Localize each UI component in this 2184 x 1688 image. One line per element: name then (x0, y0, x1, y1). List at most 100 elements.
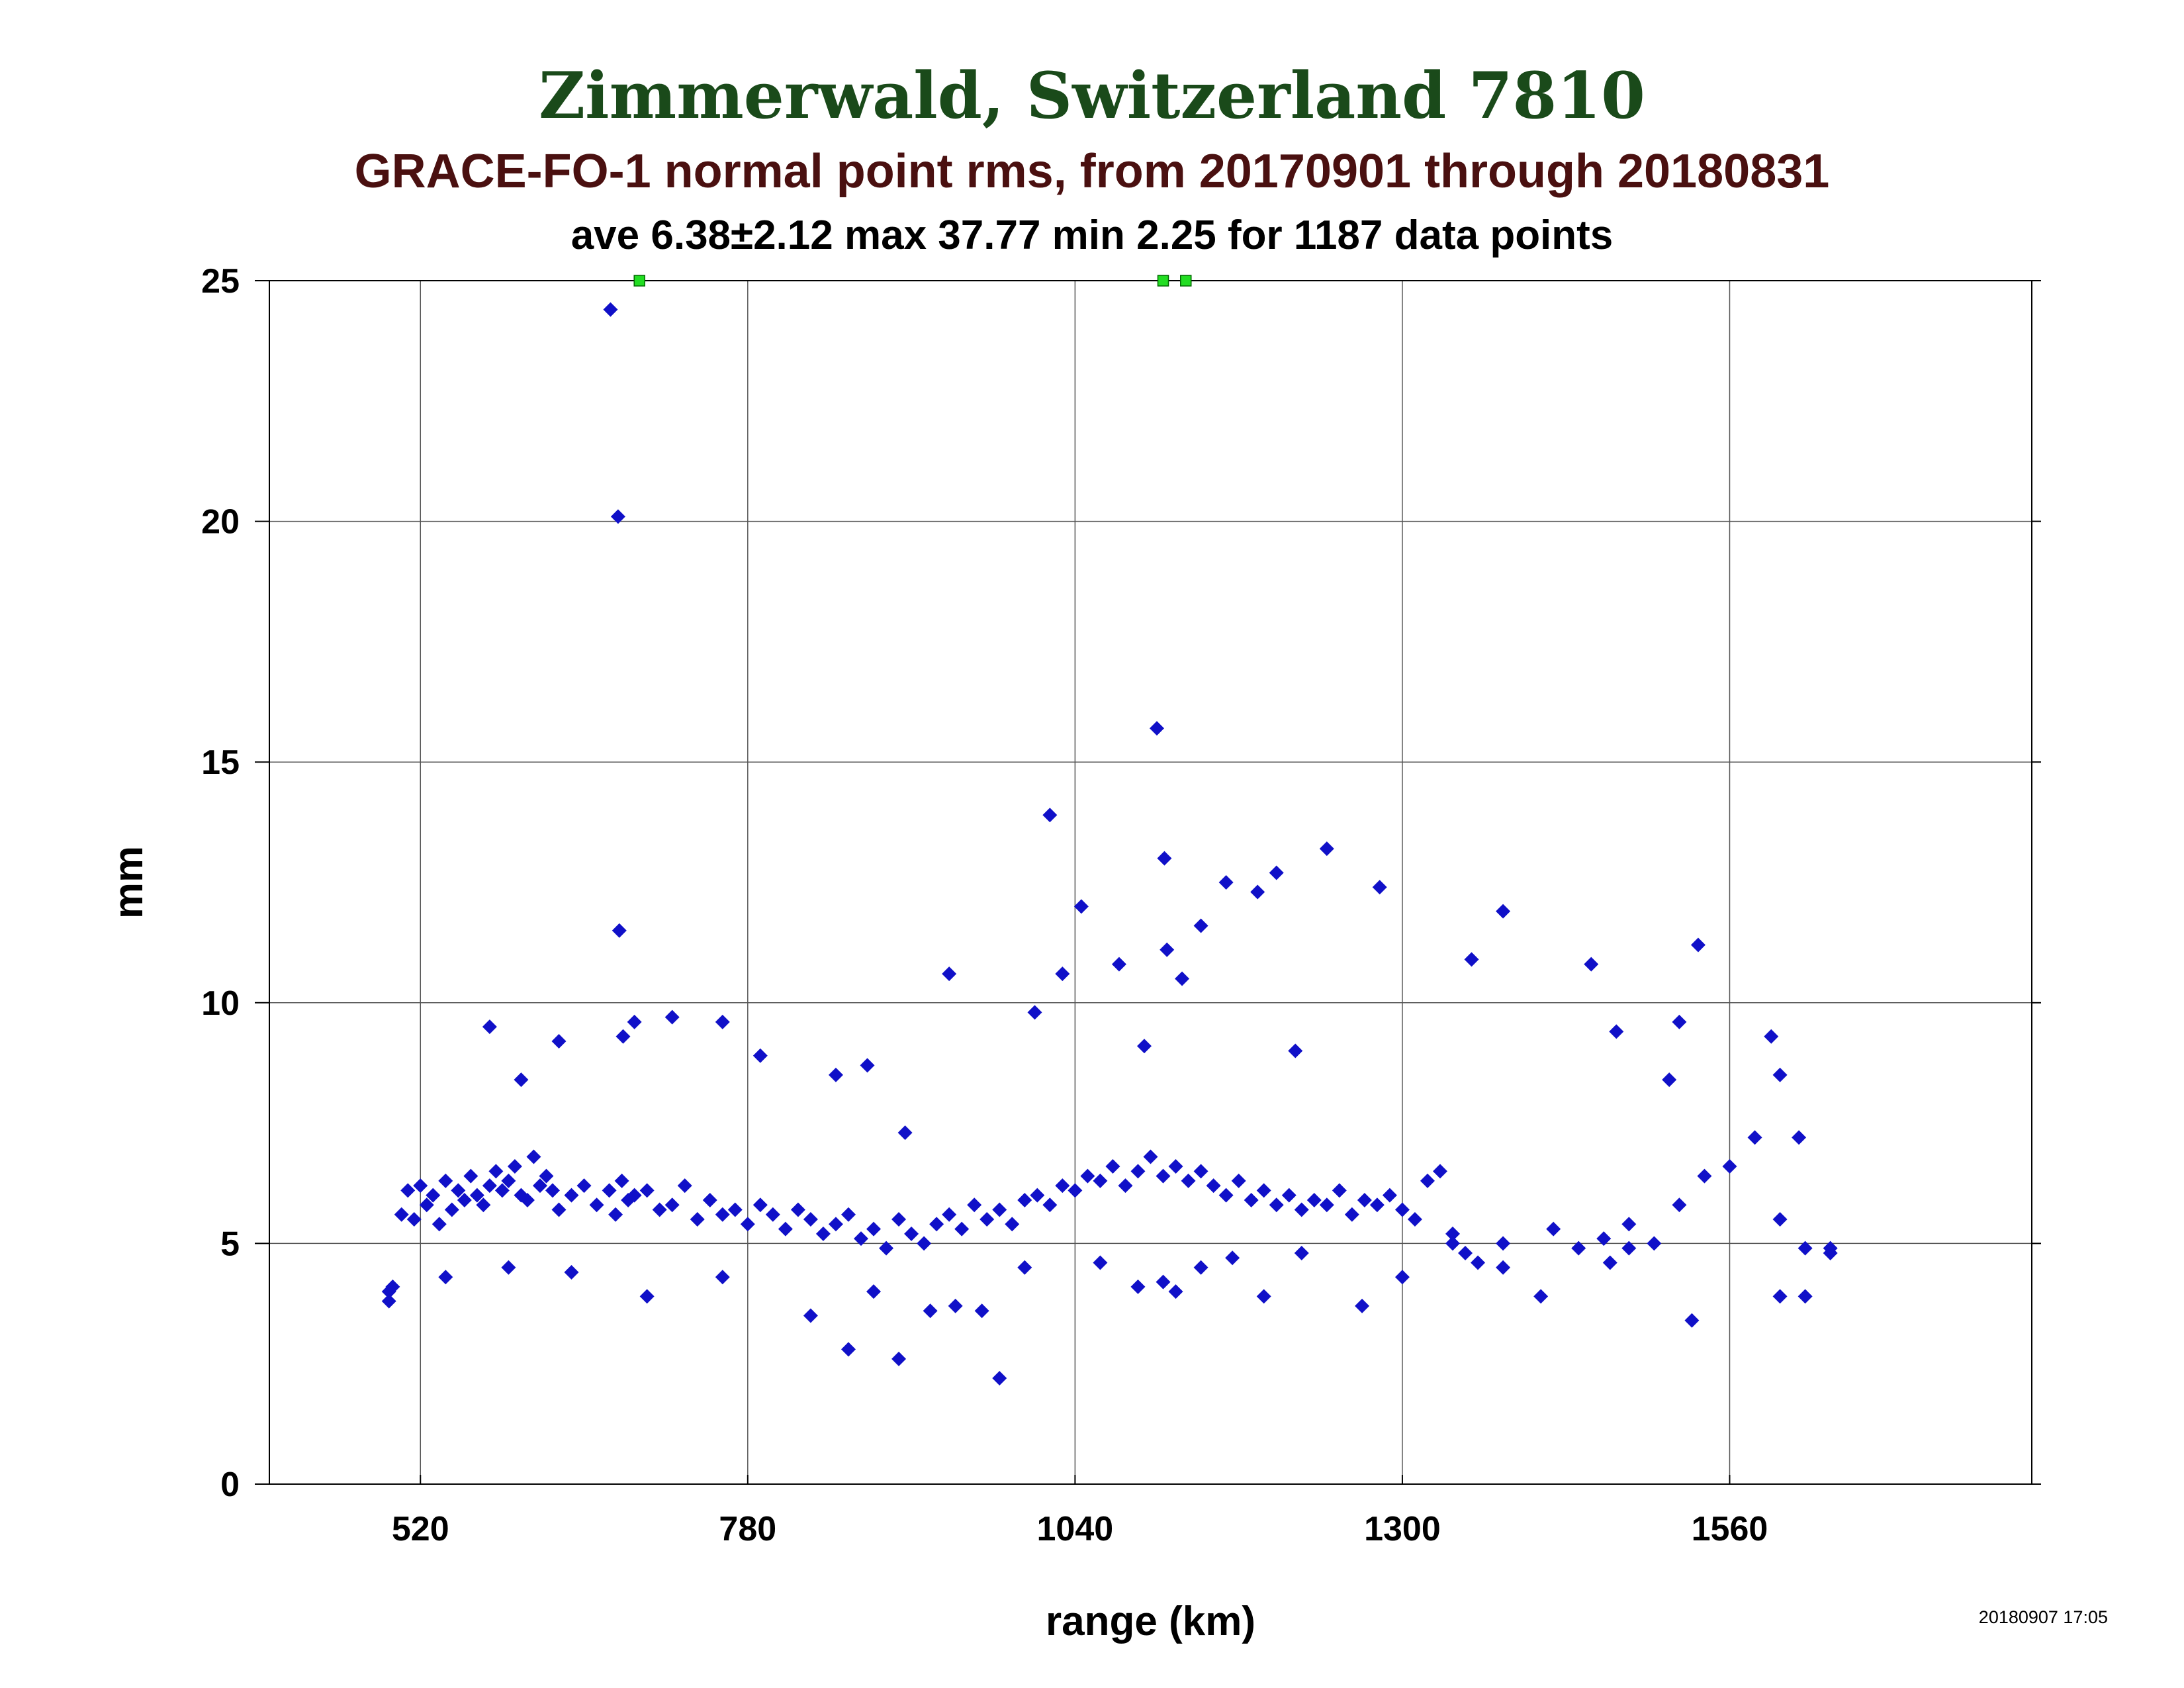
data-point (727, 1202, 743, 1217)
data-point (501, 1260, 516, 1275)
data-point (1647, 1236, 1662, 1251)
data-point (476, 1197, 491, 1213)
data-point (866, 1284, 882, 1299)
data-point (1218, 1188, 1234, 1203)
data-point (482, 1178, 497, 1194)
data-point (1357, 1192, 1372, 1207)
data-point (891, 1351, 907, 1366)
data-point (992, 1371, 1007, 1386)
data-point (1445, 1236, 1461, 1251)
data-point (589, 1197, 604, 1213)
data-point (1722, 1159, 1737, 1174)
data-point (690, 1212, 705, 1227)
y-axis-label: mm (106, 846, 152, 919)
data-point (426, 1188, 441, 1203)
data-point (790, 1202, 805, 1217)
y-tick-label: 15 (201, 743, 240, 782)
data-point (923, 1303, 938, 1319)
data-point (545, 1183, 560, 1198)
data-point (652, 1202, 667, 1217)
data-point (948, 1298, 963, 1313)
data-point (394, 1207, 409, 1222)
data-point (1225, 1250, 1240, 1266)
data-point (1319, 1197, 1334, 1213)
data-point (1288, 1043, 1303, 1058)
data-point (551, 1202, 567, 1217)
data-point (828, 1217, 843, 1232)
data-point (815, 1226, 831, 1241)
data-point (929, 1217, 944, 1232)
data-point (841, 1207, 856, 1222)
data-point (1382, 1188, 1397, 1203)
data-point (539, 1168, 554, 1184)
data-point (1306, 1192, 1322, 1207)
data-point (740, 1217, 755, 1232)
data-point (532, 1178, 547, 1194)
y-tick-label: 20 (201, 503, 240, 541)
data-point (1256, 1183, 1271, 1198)
data-point (778, 1221, 793, 1237)
data-point (482, 1019, 497, 1035)
data-point (1602, 1255, 1617, 1270)
data-point (1772, 1212, 1788, 1227)
data-point (1218, 875, 1234, 890)
data-point (457, 1192, 472, 1207)
data-point (1157, 851, 1172, 866)
data-point (1130, 1279, 1146, 1294)
data-point (1193, 1164, 1208, 1179)
y-tick-label: 10 (201, 984, 240, 1023)
data-point (1584, 957, 1599, 972)
data-point (438, 1173, 453, 1188)
data-point (507, 1159, 522, 1174)
grid-lines (269, 280, 2032, 1485)
data-point (1747, 1130, 1762, 1145)
data-point (615, 1029, 631, 1044)
data-point (1792, 1130, 1807, 1145)
stats-line: ave 6.38±2.12 max 37.77 min 2.25 for 118… (570, 212, 1614, 258)
data-point (1093, 1255, 1108, 1270)
data-point (1055, 1178, 1070, 1194)
data-point (612, 923, 627, 938)
data-point (904, 1226, 919, 1241)
data-point (1193, 1260, 1208, 1275)
data-point (1471, 1255, 1486, 1270)
x-tick-label: 1560 (1692, 1510, 1768, 1548)
data-point (1294, 1245, 1309, 1260)
data-point (603, 302, 618, 317)
data-point (639, 1183, 655, 1198)
data-point (828, 1067, 843, 1082)
data-point (608, 1207, 623, 1222)
data-point (979, 1212, 995, 1227)
data-point (438, 1270, 453, 1285)
data-point (1168, 1159, 1183, 1174)
data-point (1319, 841, 1334, 857)
data-point (526, 1149, 541, 1164)
data-point (1394, 1270, 1410, 1285)
clipped-point-marker (633, 275, 645, 287)
data-point (1684, 1313, 1700, 1328)
data-point (1496, 1260, 1511, 1275)
data-point (1797, 1241, 1813, 1256)
data-point (1596, 1231, 1612, 1246)
data-point (1055, 966, 1070, 982)
data-point (1772, 1289, 1788, 1304)
data-point (463, 1168, 478, 1184)
data-point (602, 1183, 617, 1198)
data-point (715, 1207, 730, 1222)
data-point (752, 1197, 768, 1213)
data-point (1672, 1014, 1687, 1029)
data-point (639, 1289, 655, 1304)
chart-title: Zimmerwald, Switzerland 7810 (539, 58, 1645, 133)
x-axis-label: range (km) (1046, 1599, 1255, 1644)
data-point (1130, 1164, 1146, 1179)
data-point (614, 1173, 629, 1188)
data-point (1355, 1298, 1370, 1313)
data-point (1445, 1226, 1461, 1241)
timestamp: 20180907 17:05 (1978, 1607, 2108, 1627)
data-point (1609, 1024, 1624, 1039)
data-point (803, 1212, 818, 1227)
data-point (1432, 1164, 1447, 1179)
data-point (854, 1231, 869, 1246)
x-tick-label: 1300 (1364, 1510, 1441, 1548)
data-point (1042, 1197, 1058, 1213)
